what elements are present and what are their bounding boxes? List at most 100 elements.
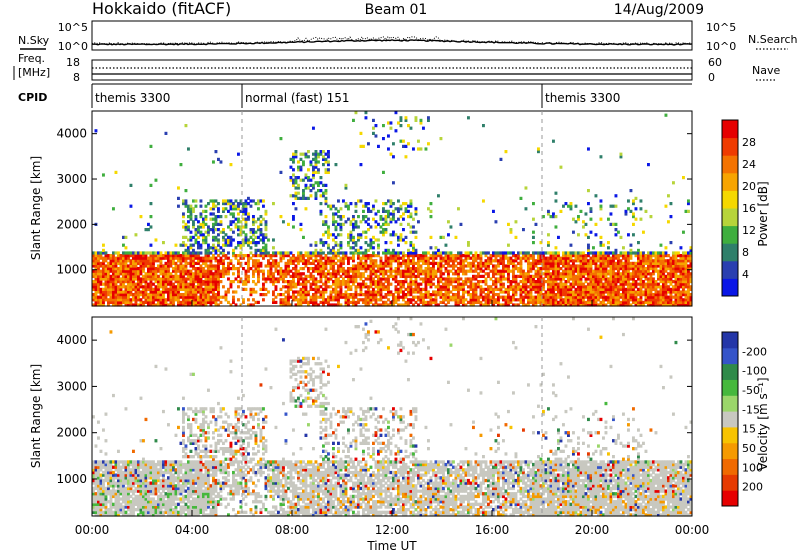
- heatmap-cell: [127, 272, 130, 276]
- heatmap-cell: [257, 228, 260, 232]
- heatmap-cell: [332, 264, 335, 268]
- heatmap-cell: [587, 147, 590, 151]
- heatmap-cell: [154, 259, 158, 263]
- heatmap-cell: [354, 267, 358, 271]
- heatmap-cell: [437, 254, 440, 258]
- heatmap-cell: [434, 303, 438, 307]
- heatmap-cell: [384, 300, 388, 304]
- heatmap-cell: [392, 293, 395, 297]
- heatmap-cell: [614, 272, 618, 276]
- heatmap-cell: [642, 300, 645, 304]
- heatmap-cell: [192, 295, 195, 299]
- heatmap-cell: [377, 303, 380, 307]
- heatmap-cell: [499, 269, 503, 273]
- heatmap-cell: [212, 212, 215, 216]
- heatmap-cell: [457, 207, 460, 211]
- heatmap-cell: [339, 280, 343, 284]
- heatmap-cell: [329, 303, 333, 307]
- heatmap-cell: [589, 269, 593, 273]
- heatmap-cell: [222, 272, 225, 276]
- heatmap-cell: [314, 264, 318, 268]
- heatmap-cell: [279, 254, 283, 258]
- heatmap-cell: [159, 277, 163, 281]
- heatmap-cell: [567, 204, 570, 208]
- heatmap-cell: [594, 298, 598, 302]
- heatmap-cell: [127, 295, 130, 299]
- heatmap-cell: [312, 293, 315, 297]
- heatmap-cell: [417, 254, 420, 258]
- heatmap-cell: [247, 256, 250, 260]
- heatmap-cell: [684, 261, 688, 265]
- heatmap-cell: [252, 233, 255, 237]
- heatmap-cell: [514, 259, 518, 263]
- heatmap-cell: [207, 225, 210, 229]
- heatmap-cell: [614, 204, 618, 208]
- heatmap-cell: [352, 264, 355, 268]
- heatmap-cell: [292, 194, 295, 198]
- heatmap-cell: [542, 280, 545, 284]
- heatmap-cell: [199, 287, 203, 291]
- heatmap-cell: [187, 300, 190, 304]
- heatmap-cell: [292, 155, 295, 159]
- heatmap-cell: [252, 290, 255, 294]
- heatmap-cell: [372, 269, 375, 273]
- heatmap-cell: [149, 274, 153, 278]
- heatmap-cell: [307, 261, 310, 265]
- heatmap-cell: [157, 300, 160, 304]
- heatmap-cell: [549, 300, 553, 304]
- heatmap-cell: [662, 259, 665, 263]
- heatmap-cell: [632, 295, 635, 299]
- heatmap-cell: [257, 207, 260, 211]
- heatmap-cell: [339, 256, 343, 260]
- heatmap-cell: [324, 282, 328, 286]
- heatmap-cell: [349, 300, 353, 304]
- heatmap-cell: [407, 248, 410, 252]
- heatmap-cell: [219, 222, 223, 226]
- heatmap-cell: [557, 256, 560, 260]
- heatmap-cell: [544, 293, 548, 297]
- heatmap-cell: [394, 233, 398, 237]
- heatmap-cell: [379, 269, 383, 273]
- heatmap-cell: [404, 118, 408, 122]
- heatmap-cell: [402, 293, 405, 297]
- heatmap-cell: [614, 256, 618, 260]
- heatmap-cell: [429, 215, 433, 219]
- heatmap-cell: [297, 259, 300, 263]
- heatmap-cell: [684, 293, 688, 297]
- heatmap-cell: [649, 277, 653, 281]
- heatmap-cell: [164, 282, 168, 286]
- heatmap-cell: [617, 280, 620, 284]
- heatmap-cell: [342, 256, 345, 260]
- heatmap-cell: [187, 287, 190, 291]
- heatmap-cell: [227, 272, 230, 276]
- cpid-segment-label: themis 3300: [545, 91, 620, 105]
- heatmap-cell: [627, 282, 630, 286]
- heatmap-cell: [254, 248, 258, 252]
- heatmap-cell: [292, 285, 295, 289]
- heatmap-cell: [437, 269, 440, 273]
- heatmap-cell: [669, 259, 673, 263]
- heatmap-cell: [269, 264, 273, 268]
- heatmap-cell: [182, 282, 185, 286]
- heatmap-cell: [549, 254, 553, 258]
- heatmap-cell: [152, 290, 155, 294]
- heatmap-cell: [409, 280, 413, 284]
- heatmap-cell: [197, 254, 200, 258]
- heatmap-cell: [124, 285, 128, 289]
- heatmap-cell: [374, 124, 378, 128]
- heatmap-cell: [552, 290, 555, 294]
- heatmap-cell: [539, 274, 543, 278]
- heatmap-cell: [627, 259, 630, 263]
- heatmap-cell: [202, 256, 205, 260]
- heatmap-cell: [657, 261, 660, 265]
- heatmap-cell: [467, 254, 470, 258]
- heatmap-cell: [319, 293, 323, 297]
- heatmap-cell: [607, 287, 610, 291]
- heatmap-cell: [402, 238, 405, 242]
- heatmap-cell: [304, 186, 308, 190]
- heatmap-cell: [322, 194, 325, 198]
- heatmap-cell: [484, 254, 488, 258]
- heatmap-cell: [422, 277, 425, 281]
- heatmap-cell: [217, 274, 220, 278]
- heatmap-cell: [394, 298, 398, 302]
